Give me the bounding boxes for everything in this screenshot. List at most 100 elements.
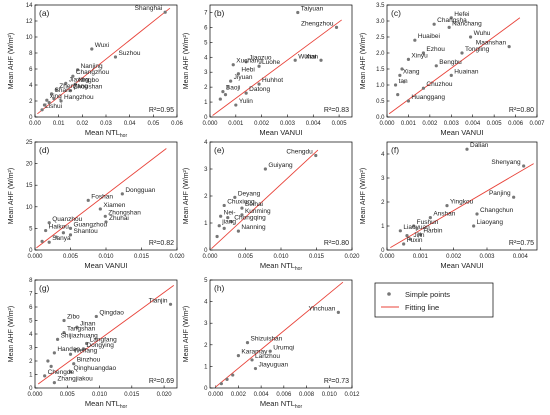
- data-point: [47, 240, 51, 244]
- panel-label: (d): [39, 145, 50, 155]
- data-point: [240, 213, 244, 217]
- point-label: Qinghuangdao: [74, 365, 117, 372]
- point-label: Sanya: [52, 235, 71, 242]
- data-point: [40, 239, 44, 243]
- data-point: [86, 198, 90, 202]
- y-tick-label: 1: [204, 221, 208, 227]
- data-point: [225, 377, 229, 381]
- y-tick-label: 3: [204, 167, 208, 173]
- point-label: Langfang: [90, 336, 117, 343]
- point-label: Beihai: [245, 201, 263, 208]
- data-point: [263, 167, 267, 171]
- point-label: Zibo: [67, 314, 80, 321]
- point-label: Quanzhou: [52, 216, 82, 223]
- point-label: Chengde: [48, 369, 75, 376]
- chart-panel: 0.000 0.005 0.010 0.015 0.020 0 1 2 3 4 5 6 7 8 Mean N…: [8, 278, 178, 410]
- point-label: Tianjin: [149, 297, 168, 304]
- x-tick-label: 0.002: [446, 254, 462, 260]
- data-point: [412, 224, 416, 228]
- data-point: [219, 382, 223, 386]
- y-tick-label: 0: [204, 248, 208, 254]
- data-point: [229, 220, 233, 224]
- data-point: [268, 349, 272, 353]
- y-tick-label: 3.5: [376, 3, 385, 9]
- legend-points-label: Simple points: [405, 290, 450, 299]
- point-label: Foshan: [91, 193, 113, 200]
- point-label: Huhhot: [262, 77, 283, 84]
- legend-point-marker: [387, 292, 391, 296]
- plot-frame: [209, 141, 353, 251]
- data-point: [428, 216, 432, 220]
- data-point: [90, 47, 94, 51]
- data-point: [512, 195, 516, 199]
- y-tick-label: 1: [29, 373, 33, 379]
- y-tick-label: 5: [29, 226, 33, 232]
- chart-panel: 0.000 0.001 0.002 0.003 0.004 0.005 0.006 0.007…: [360, 3, 545, 137]
- point-label: Datong: [249, 86, 270, 93]
- fitting-line: [37, 285, 175, 385]
- point-label: Fuxin: [407, 237, 423, 244]
- y-tick-label: 0: [29, 386, 33, 392]
- data-point: [231, 373, 235, 377]
- y-axis-label: Mean AHF (W/m²): [8, 168, 15, 224]
- data-point: [72, 362, 76, 366]
- fitting-line: [390, 163, 534, 248]
- y-axis-label: Mean AHF (W/m²): [8, 33, 15, 89]
- data-point: [257, 82, 261, 86]
- y-tick-label: 4: [29, 83, 33, 89]
- y-tick-label: 2: [204, 85, 208, 91]
- x-axis-label: Mean NTLhor: [85, 399, 128, 410]
- x-tick-label: 0.020: [344, 254, 360, 260]
- data-point: [398, 229, 402, 233]
- point-label: Xiamen: [103, 202, 125, 209]
- point-label: Yulin: [239, 98, 253, 105]
- x-tick-label: 0.004: [306, 121, 322, 127]
- data-point: [293, 58, 297, 62]
- x-tick-label: 0.01: [53, 121, 65, 127]
- x-tick-label: 0.000: [27, 392, 43, 398]
- data-point: [45, 98, 49, 102]
- data-point: [47, 221, 51, 225]
- data-point: [218, 97, 222, 101]
- plot-frame: [386, 141, 538, 251]
- y-tick-label: 4: [204, 300, 208, 306]
- data-point: [68, 352, 73, 356]
- data-point: [163, 10, 167, 14]
- data-point: [244, 60, 248, 64]
- chart-panel: 0.000 0.005 0.010 0.015 0.020 0 1 2 3 4 Mean NTLho…: [183, 140, 360, 272]
- data-point: [421, 51, 426, 55]
- x-axis-label: Mean NTLhor: [85, 128, 128, 139]
- y-axis-label: Mean AHF (W/m²): [360, 33, 367, 89]
- point-label: Yingkou: [450, 199, 474, 206]
- point-label: Jiaxing: [69, 76, 90, 83]
- y-tick-label: 12: [26, 19, 33, 25]
- x-tick-label: 0.001: [228, 121, 244, 127]
- chart-panel: 0.000 0.002 0.004 0.006 0.008 0.010 0.012 0 1 2 3 4…: [183, 278, 360, 410]
- data-point: [223, 93, 228, 97]
- x-tick-label: 0.004: [465, 121, 481, 127]
- plot-frame: [209, 4, 353, 118]
- x-tick-label: 0.008: [299, 392, 315, 398]
- data-point: [244, 91, 248, 95]
- data-point: [402, 80, 406, 84]
- data-point: [52, 97, 56, 101]
- point-label: jiang: [221, 219, 236, 226]
- data-point: [215, 234, 219, 239]
- data-point: [421, 86, 426, 90]
- y-tick-label: 1: [204, 100, 208, 106]
- x-tick-label: 0.000: [379, 254, 395, 260]
- x-tick-label: 0.002: [231, 392, 247, 398]
- x-axis-label: Mean VANUI: [440, 128, 483, 137]
- data-point: [296, 10, 300, 15]
- chart-panel: 0.000 0.001 0.002 0.003 0.004 0 1 2 3 4 Mean VANUI…: [360, 141, 538, 270]
- x-tick-label: 0.015: [134, 254, 150, 260]
- fitting-line: [211, 149, 319, 249]
- y-tick-label: 3: [381, 176, 385, 182]
- x-tick-label: 0.04: [124, 121, 136, 127]
- x-tick-label: 0.020: [169, 254, 185, 260]
- data-point: [418, 232, 422, 236]
- point-label: Handan: [57, 346, 80, 353]
- chart-panel: 0.00 0.01 0.02 0.03 0.04 0.05 0.06 0 2 4 6 8 10 12 14 M…: [8, 3, 183, 139]
- y-tick-label: 4: [29, 332, 33, 338]
- data-point: [393, 83, 398, 87]
